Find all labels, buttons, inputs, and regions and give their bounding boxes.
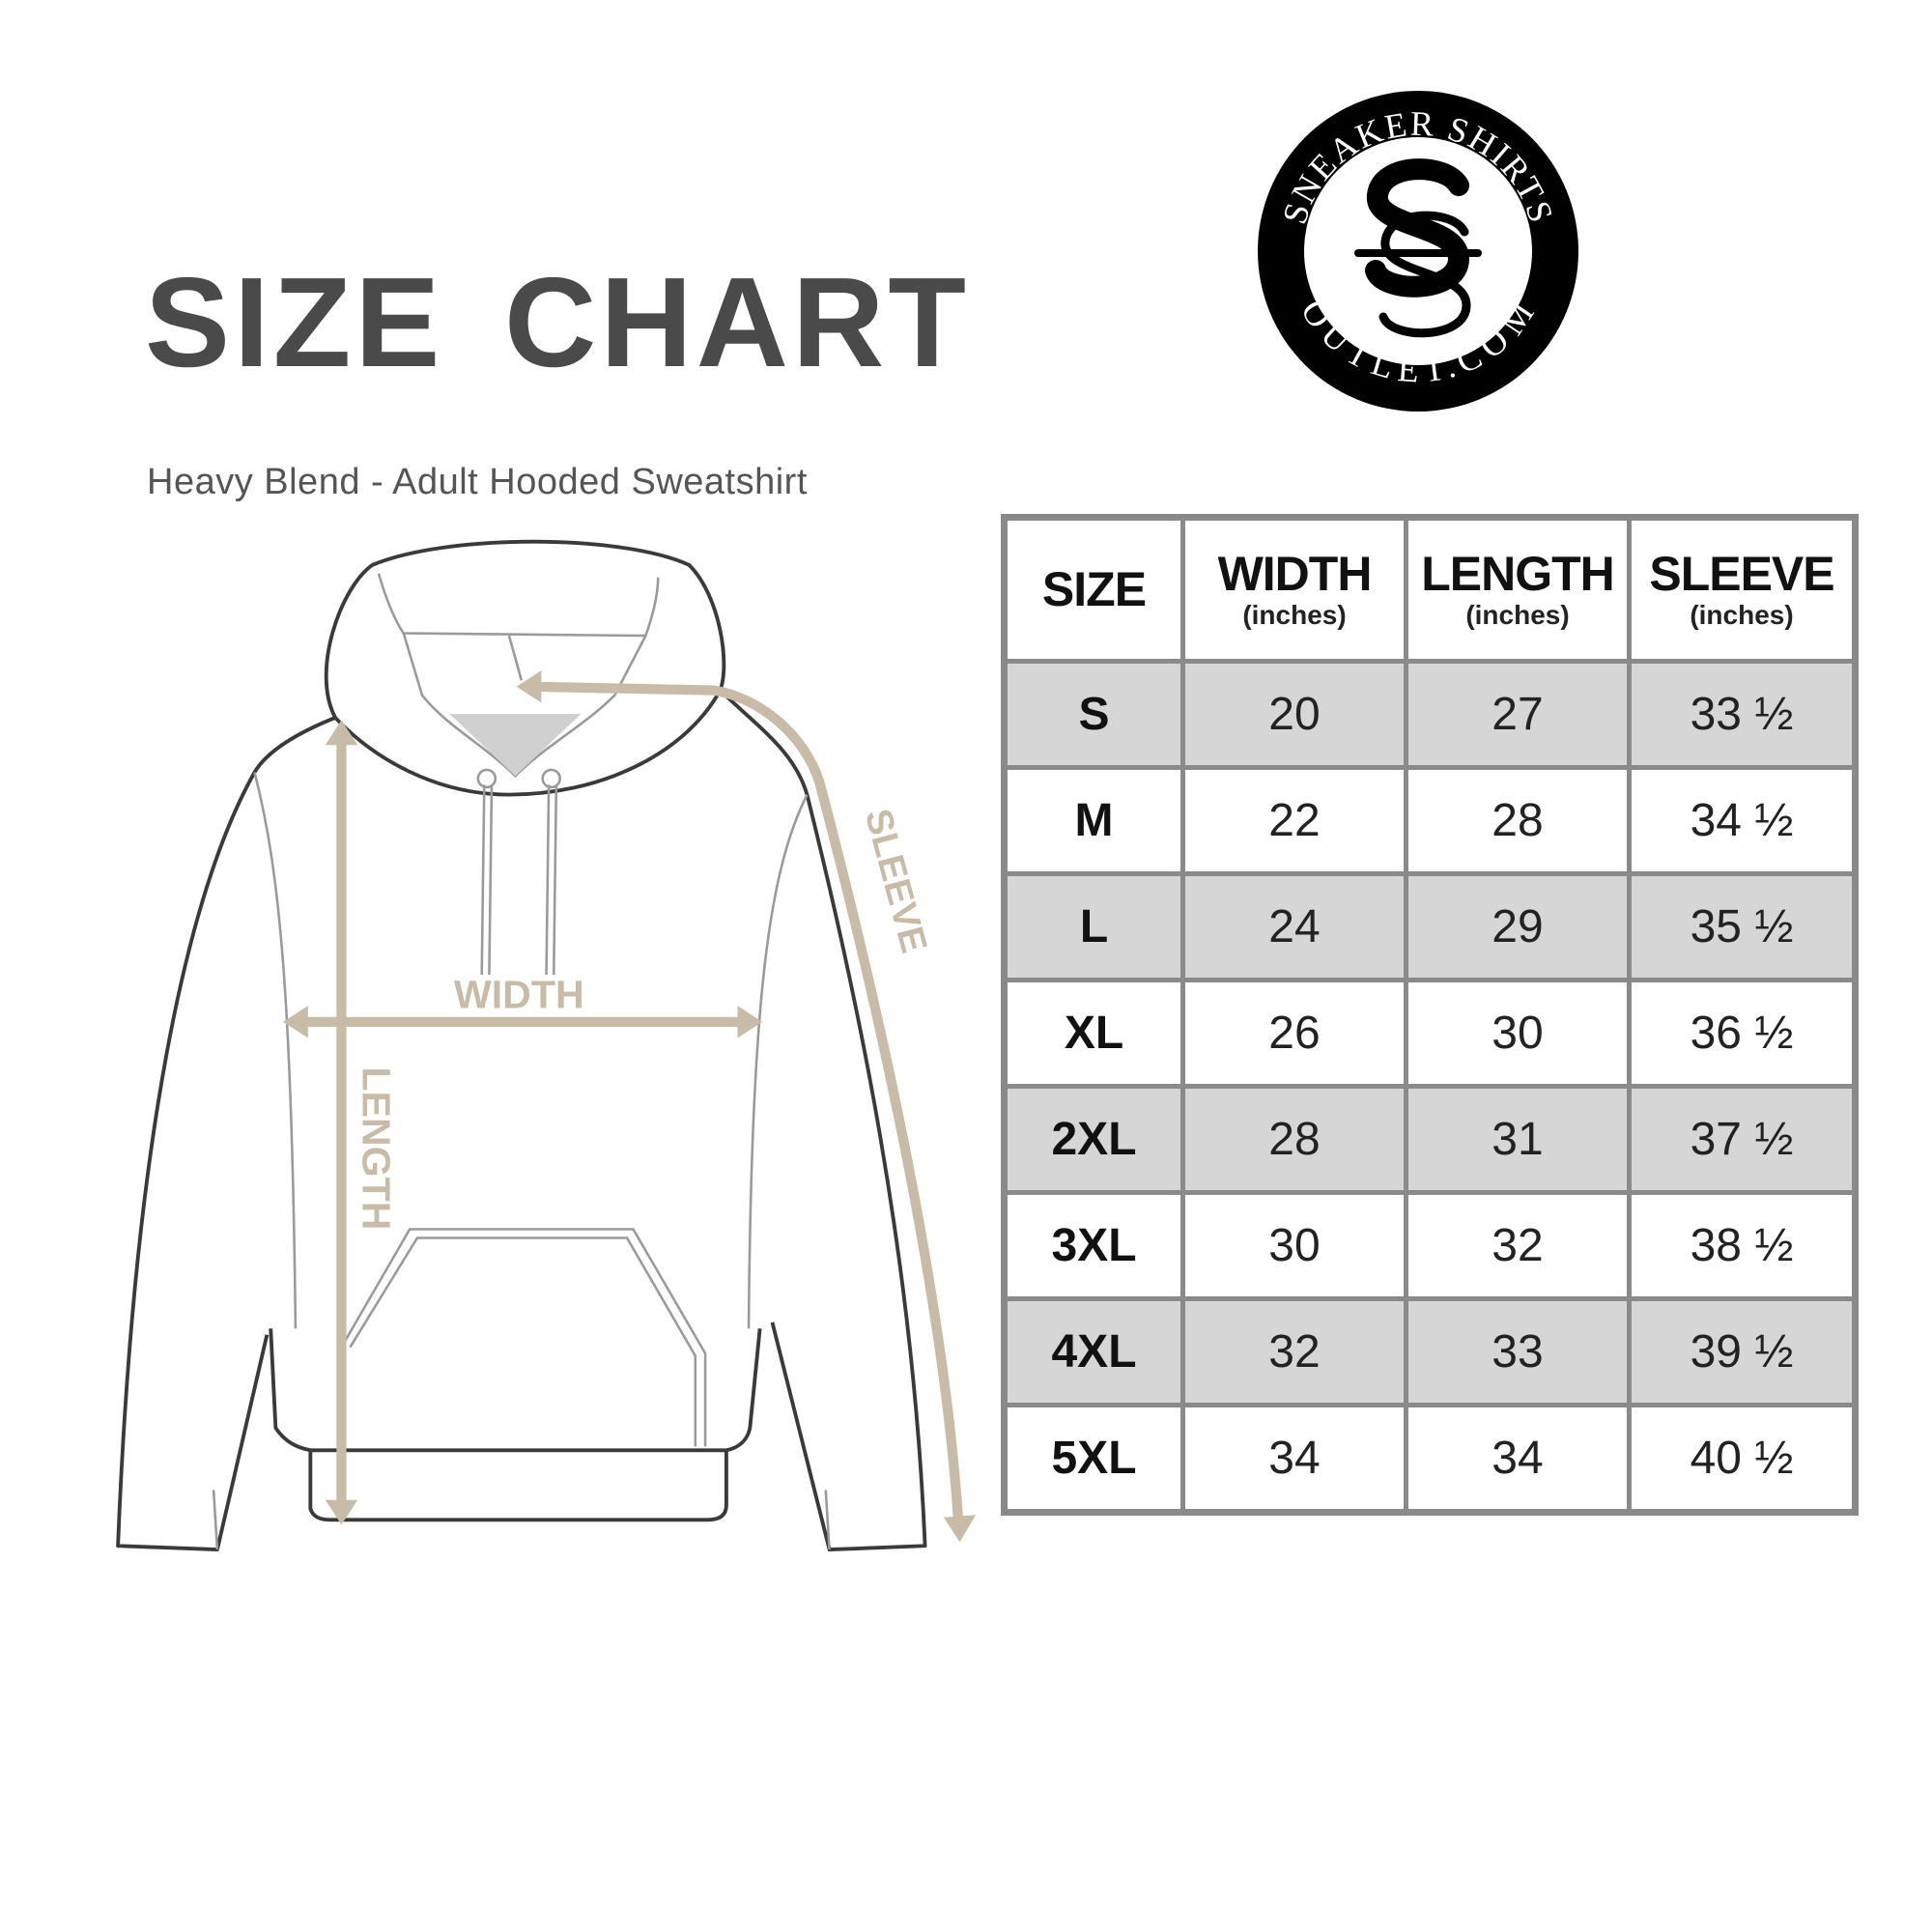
cell-length: 30 <box>1404 978 1632 1089</box>
measure-arrows <box>293 681 964 1530</box>
cell-sleeve: 40 ½ <box>1627 1403 1858 1515</box>
cell-width: 24 <box>1180 871 1408 982</box>
cell-length: 28 <box>1404 765 1632 876</box>
cell-length: 32 <box>1404 1190 1632 1301</box>
cell-width: 32 <box>1180 1296 1408 1407</box>
logo-monogram-icon <box>1354 158 1482 338</box>
sleeve-arrow <box>526 681 964 1530</box>
header-length: LENGTH (inches) <box>1404 515 1632 664</box>
cell-sleeve: 37 ½ <box>1627 1084 1858 1195</box>
cell-length: 34 <box>1404 1403 1632 1515</box>
cell-width: 26 <box>1180 978 1408 1089</box>
cell-size: 5XL <box>1002 1403 1185 1515</box>
header-unit: (inches) <box>1690 599 1794 630</box>
brand-logo: SNEAKER SHIRTS OUTLET.COM <box>1258 91 1578 412</box>
table-row: M 22 28 34 ½ <box>1002 765 1858 876</box>
hoodie-outline <box>116 539 927 1552</box>
cell-length: 29 <box>1404 871 1632 982</box>
header-unit: (inches) <box>1242 599 1347 630</box>
cell-size: L <box>1002 871 1185 982</box>
cell-width: 34 <box>1180 1403 1408 1515</box>
cell-sleeve: 33 ½ <box>1627 659 1858 770</box>
table-row: S 20 27 33 ½ <box>1002 659 1858 770</box>
header-label: WIDTH <box>1217 547 1373 602</box>
cell-size: 3XL <box>1002 1190 1185 1301</box>
cell-size: S <box>1002 659 1185 770</box>
header-sleeve: SLEEVE (inches) <box>1627 515 1858 664</box>
cell-sleeve: 36 ½ <box>1627 978 1858 1089</box>
header-label: SLEEVE <box>1649 547 1834 602</box>
cell-length: 31 <box>1404 1084 1632 1195</box>
cell-sleeve: 35 ½ <box>1627 871 1858 982</box>
cell-width: 30 <box>1180 1190 1408 1301</box>
width-label: WIDTH <box>454 973 584 1017</box>
cell-sleeve: 34 ½ <box>1627 765 1858 876</box>
table-row: XL 26 30 36 ½ <box>1002 978 1858 1089</box>
cell-length: 27 <box>1404 659 1632 770</box>
table-row: 4XL 32 33 39 ½ <box>1002 1296 1858 1407</box>
header-label: SIZE <box>1041 562 1147 617</box>
cell-sleeve: 38 ½ <box>1627 1190 1858 1301</box>
header-width: WIDTH (inches) <box>1180 515 1408 664</box>
cell-size: 4XL <box>1002 1296 1185 1407</box>
product-subtitle: Heavy Blend - Adult Hooded Sweatshirt <box>147 462 808 502</box>
header-size: SIZE <box>1002 515 1185 664</box>
cell-width: 28 <box>1180 1084 1408 1195</box>
table-row: L 24 29 35 ½ <box>1002 871 1858 982</box>
header-label: LENGTH <box>1421 547 1615 602</box>
cell-length: 33 <box>1404 1296 1632 1407</box>
cell-size: XL <box>1002 978 1185 1089</box>
cell-width: 20 <box>1180 659 1408 770</box>
neck-fill <box>449 714 582 777</box>
table-row: 2XL 28 31 37 ½ <box>1002 1084 1858 1195</box>
table-row: 3XL 30 32 38 ½ <box>1002 1190 1858 1301</box>
header-unit: (inches) <box>1465 599 1570 630</box>
cell-sleeve: 39 ½ <box>1627 1296 1858 1407</box>
sleeve-label: SLEEVE <box>857 805 935 957</box>
cell-size: 2XL <box>1002 1084 1185 1195</box>
cell-size: M <box>1002 765 1185 876</box>
arrow-heads <box>283 670 977 1543</box>
length-label: LENGTH <box>354 1066 398 1230</box>
cell-width: 22 <box>1180 765 1408 876</box>
table-header-row: SIZE WIDTH (inches) LENGTH (inches) SLEEVE… <box>1002 515 1858 664</box>
size-table: SIZE WIDTH (inches) LENGTH (inches) SLEEVE… <box>1001 514 1859 1516</box>
page-title: SIZE CHART <box>145 251 970 393</box>
table-row: 5XL 34 34 40 ½ <box>1002 1403 1858 1515</box>
